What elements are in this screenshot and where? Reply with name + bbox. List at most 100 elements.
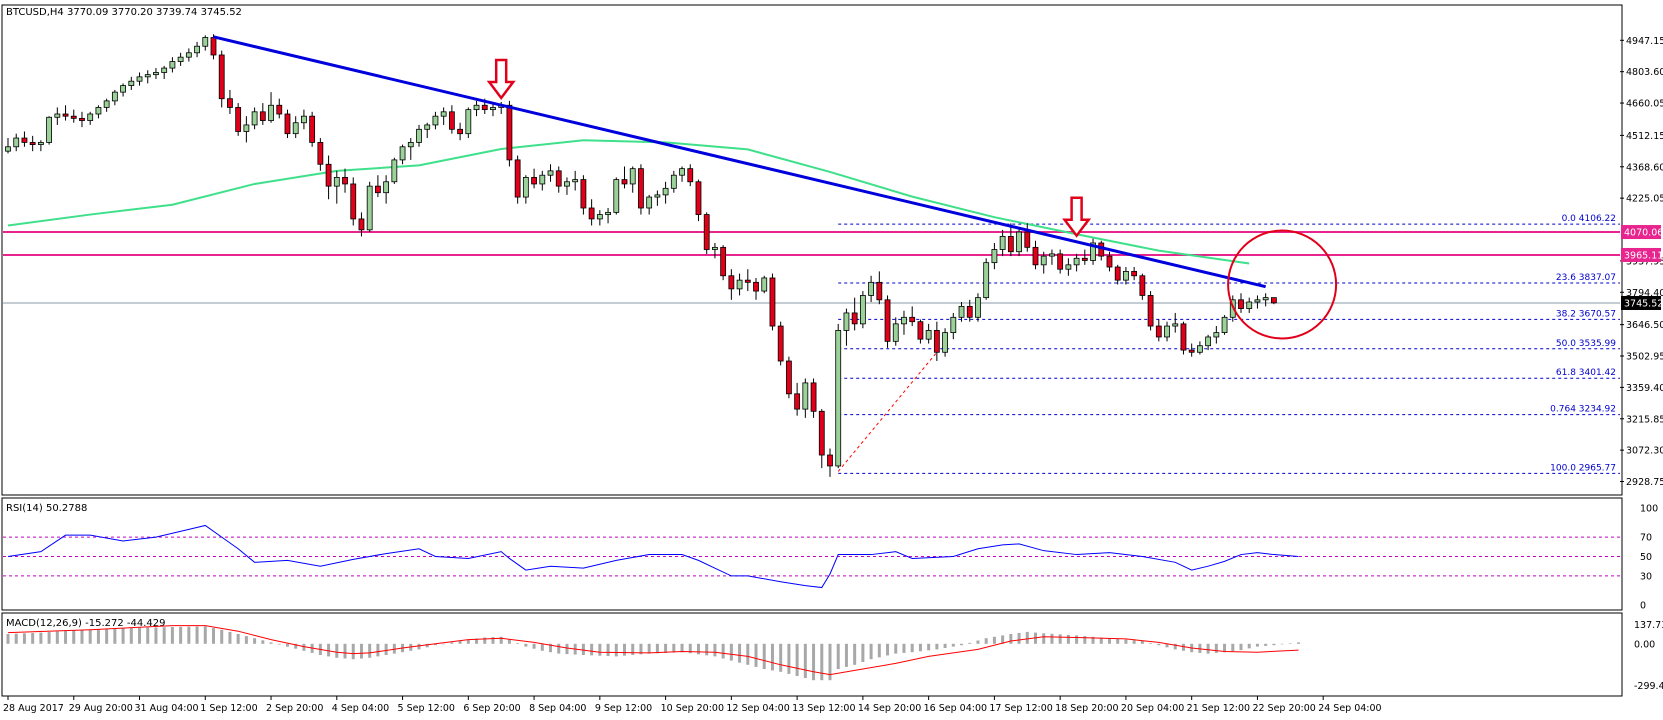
macd-histogram-bar xyxy=(14,633,18,644)
macd-histogram-bar xyxy=(664,643,668,653)
macd-histogram-bar xyxy=(351,643,355,660)
candle-bullish xyxy=(111,91,118,102)
macd-histogram-bar xyxy=(47,632,51,644)
candle-bearish xyxy=(374,185,381,194)
candle-bullish xyxy=(1164,325,1170,338)
candle-bearish xyxy=(62,113,69,117)
macd-histogram-bar xyxy=(475,638,479,644)
macd-histogram-bar xyxy=(195,626,199,644)
candle-bearish xyxy=(514,159,521,198)
macd-histogram-bar xyxy=(672,643,676,653)
price-tick-label: 3072.30 xyxy=(1626,446,1663,457)
fib-level-label: 100.0 2965.77 xyxy=(1550,463,1616,473)
candle-bearish xyxy=(1032,246,1039,266)
candle-bullish xyxy=(103,100,110,108)
macd-histogram-bar xyxy=(1239,643,1243,651)
macd-histogram-bar xyxy=(770,643,774,671)
candle-bullish xyxy=(161,67,168,73)
macd-histogram-bar xyxy=(1247,643,1251,649)
candle-bearish xyxy=(588,207,595,220)
down-arrow-icon xyxy=(486,58,516,101)
candle-bullish xyxy=(490,107,496,111)
candle-bearish xyxy=(909,316,916,323)
candle-bearish xyxy=(358,218,365,231)
candle-bullish xyxy=(999,236,1006,250)
down-arrow-icon xyxy=(1062,196,1092,238)
candle-bullish xyxy=(1065,264,1072,270)
candle-bearish xyxy=(342,176,348,185)
macd-histogram-bar xyxy=(212,628,215,644)
macd-histogram-bar xyxy=(639,643,643,655)
macd-histogram-bar xyxy=(787,643,791,674)
candle-bullish xyxy=(243,124,250,132)
candle-bullish xyxy=(1197,345,1203,353)
candle-bearish xyxy=(481,104,488,111)
fib-level-label: 38.2 3670.57 xyxy=(1556,309,1616,319)
rsi-tick-label: 50 xyxy=(1640,552,1652,563)
candle-bullish xyxy=(424,124,431,130)
candle-bullish xyxy=(120,85,126,93)
macd-histogram-bar xyxy=(1058,634,1062,644)
fib-level-label: 0.0 4106.22 xyxy=(1562,214,1616,224)
candle-bullish xyxy=(564,181,570,187)
macd-histogram-bar xyxy=(853,643,857,665)
macd-histogram-bar xyxy=(105,629,109,644)
candle-bullish xyxy=(1123,270,1129,281)
candle-bullish xyxy=(391,159,398,183)
candle-bearish xyxy=(1114,266,1121,281)
macd-histogram-bar xyxy=(688,643,692,654)
macd-histogram-bar xyxy=(22,633,26,644)
macd-histogram-bar xyxy=(162,627,166,644)
macd-histogram-bar xyxy=(1264,643,1268,646)
candle-bearish xyxy=(218,54,225,100)
macd-histogram-bar xyxy=(581,643,585,655)
macd-histogram-bar xyxy=(129,628,133,644)
candle-bullish xyxy=(613,179,620,213)
candle-bullish xyxy=(440,111,447,117)
macd-histogram-bar xyxy=(918,643,922,652)
candle-bearish xyxy=(810,382,817,412)
trendline xyxy=(213,35,1267,289)
candle-bearish xyxy=(769,277,776,327)
candle-bullish xyxy=(1049,253,1055,257)
macd-histogram-bar xyxy=(902,643,906,653)
candle-bearish xyxy=(794,393,801,410)
candle-bearish xyxy=(777,325,784,362)
price-tick-label: 4947.15 xyxy=(1626,36,1663,47)
candle-bearish xyxy=(818,410,825,456)
candle-bearish xyxy=(744,279,751,283)
candle-bullish xyxy=(712,246,718,250)
macd-histogram-bar xyxy=(154,627,158,644)
macd-histogram-bar xyxy=(869,643,873,660)
macd-histogram-bar xyxy=(203,626,207,644)
candle-bullish xyxy=(843,312,850,331)
macd-histogram-bar xyxy=(795,643,799,676)
macd-histogram-bar xyxy=(894,643,898,654)
macd-histogram-bar xyxy=(179,626,183,644)
candle-bearish xyxy=(1057,253,1064,270)
candle-bearish xyxy=(1131,270,1138,277)
candle-bearish xyxy=(1155,325,1162,338)
candle-bullish xyxy=(662,187,669,196)
macd-histogram-bar xyxy=(253,638,257,644)
macd-histogram-bar xyxy=(1231,643,1235,652)
macd-histogram-bar xyxy=(1157,643,1161,646)
candle-bearish xyxy=(753,281,759,292)
candle-bullish xyxy=(646,196,653,209)
candle-bullish xyxy=(1172,323,1179,327)
time-tick-label: 29 Aug 20:00 xyxy=(69,703,133,714)
price-tick-label: 3215.85 xyxy=(1626,414,1663,425)
macd-histogram-bar xyxy=(327,643,331,657)
macd-histogram-bar xyxy=(968,642,972,644)
macd-histogram-bar xyxy=(1075,635,1079,644)
macd-tick-label: 137.732 xyxy=(1634,620,1663,631)
candle-bullish xyxy=(169,61,176,69)
time-tick-label: 13 Sep 12:00 xyxy=(792,703,855,714)
candle-bullish xyxy=(366,185,373,231)
candle-bullish xyxy=(539,174,546,185)
macd-tick-label: 0.00 xyxy=(1634,639,1655,650)
price-tick-label: 4225.05 xyxy=(1626,194,1663,205)
macd-histogram-bar xyxy=(1116,638,1120,644)
candle-bullish xyxy=(1073,257,1080,266)
